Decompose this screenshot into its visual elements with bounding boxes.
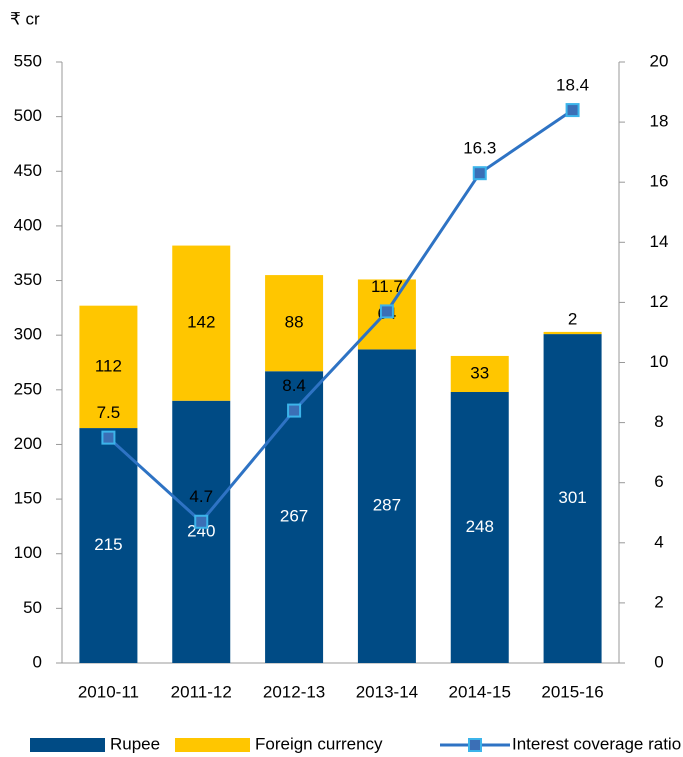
data-label: 248 [466,517,494,536]
y2-tick-label: 4 [654,532,663,551]
y-tick-label: 400 [14,215,42,234]
data-label: 267 [280,507,308,526]
bar [79,428,138,663]
y-tick-label: 50 [23,598,42,617]
y-tick-label: 300 [14,325,42,344]
data-label: 33 [470,363,489,382]
line-marker [472,166,487,181]
data-label: 11.7 [371,277,403,296]
y2-tick-label: 2 [654,592,663,611]
data-label: 88 [285,313,304,332]
x-tick-label: 2014-15 [449,682,511,701]
data-label: 112 [95,356,122,375]
y-tick-label: 500 [14,106,42,125]
y2-tick-label: 20 [650,51,669,70]
y2-tick-label: 10 [650,352,669,371]
line-marker [101,430,116,445]
x-tick-label: 2012-13 [263,682,325,701]
legend-swatch [30,738,105,752]
y-tick-label: 250 [14,379,42,398]
legend-label: Rupee [110,734,160,753]
y2-tick-label: 8 [654,412,663,431]
y2-tick-label: 12 [650,292,669,311]
bar [172,400,231,663]
y2-tick-label: 0 [654,652,663,671]
line-marker [287,403,302,418]
y-tick-label: 100 [14,543,42,562]
bar [265,371,324,663]
x-tick-label: 2010-11 [78,682,139,701]
data-label: 301 [558,488,586,507]
data-label: 7.5 [97,403,121,422]
bar [543,331,602,335]
y-tick-label: 0 [33,652,42,671]
data-label: 8.4 [282,376,306,395]
y2-tick-label: 18 [650,112,669,131]
y2-tick-label: 6 [654,472,663,491]
x-tick-label: 2013-14 [356,682,418,701]
legend-swatch [468,738,482,752]
bar [79,305,138,429]
legend-label: Foreign currency [255,734,383,753]
bar [265,275,324,372]
line-marker [379,304,394,319]
data-label: 4.7 [189,487,213,506]
data-label: 240 [187,521,215,540]
y2-tick-label: 14 [650,232,669,251]
y-tick-label: 150 [14,489,42,508]
bar [450,392,509,663]
line [107,108,574,524]
line-marker [565,103,580,118]
data-label: 18.4 [556,76,589,95]
y2-tick-label: 16 [650,172,669,191]
data-label: 287 [373,496,401,515]
data-label: 2 [568,309,577,328]
y-tick-label: 450 [14,161,42,180]
data-label: 215 [94,535,122,554]
x-tick-label: 2015-16 [541,682,603,701]
x-tick-label: 2011-12 [171,682,232,701]
y-tick-label: 550 [14,51,42,70]
bar [357,349,416,663]
bar [543,334,602,663]
y-tick-label: 350 [14,270,42,289]
y-axis-label: ₹ cr [10,9,40,28]
data-label: 142 [187,313,215,332]
y-tick-label: 200 [14,434,42,453]
bar [450,355,509,393]
legend-swatch [175,738,250,752]
data-label: 16.3 [463,139,496,158]
bar [172,245,231,401]
line-marker [194,514,209,529]
legend-label: Interest coverage ratio [512,734,681,753]
